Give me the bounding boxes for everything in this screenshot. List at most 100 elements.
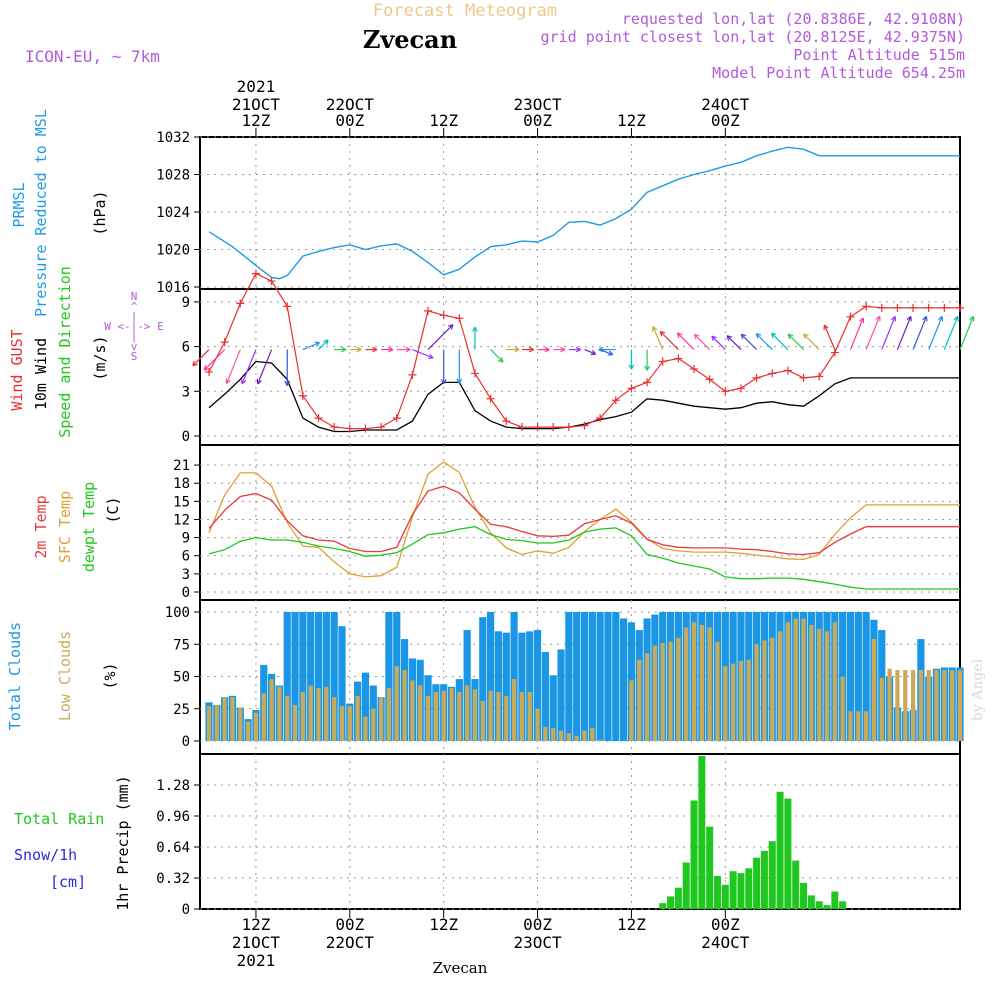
total-cloud-bar xyxy=(307,612,315,741)
gust-marker xyxy=(564,423,573,432)
gust-marker xyxy=(846,312,855,321)
low-cloud-bar xyxy=(347,706,352,741)
total-cloud-bar xyxy=(846,612,855,741)
wind-arrow xyxy=(257,349,273,385)
total-cloud-bar xyxy=(330,612,338,741)
rain-bar xyxy=(690,800,698,909)
sfc-temp-line xyxy=(208,461,960,578)
low-cloud-bar xyxy=(809,624,814,741)
bottom-year: 2021 xyxy=(237,951,276,970)
total-cloud-bar xyxy=(557,649,565,741)
bottom-hour-label: 00Z xyxy=(523,915,552,934)
y-tick-label: 75 xyxy=(173,637,190,653)
rain-bar xyxy=(839,901,847,909)
gust-marker xyxy=(877,303,886,312)
wind-arrow-head xyxy=(356,346,362,353)
rain-bar xyxy=(745,868,753,909)
y-tick-label: 21 xyxy=(173,458,190,474)
low-cloud-bar xyxy=(598,739,603,741)
gust-marker xyxy=(830,348,839,357)
low-cloud-bar xyxy=(394,666,399,741)
low-cloud-bar xyxy=(363,716,368,741)
wind-arrow-head xyxy=(256,378,262,385)
total-cloud-bar xyxy=(533,630,542,741)
compass-s: S xyxy=(131,350,138,363)
wind-arrow xyxy=(803,333,820,351)
y-tick-label: 6 xyxy=(182,340,190,356)
y-tick-label: 12 xyxy=(173,512,190,528)
gust-marker xyxy=(345,424,354,433)
wind-arrow-head xyxy=(906,315,912,322)
wind-arrow-head xyxy=(447,324,454,330)
low-cloud-bar xyxy=(738,661,744,741)
total-cloud-bar xyxy=(502,632,510,741)
wind-arrow-head xyxy=(440,379,447,385)
footer-location: Zvecan xyxy=(433,959,488,977)
wind-arrow-head xyxy=(787,333,794,340)
low-clouds-label: Low Clouds xyxy=(56,631,74,721)
wind-arrow-head xyxy=(405,346,411,353)
total-cloud-bar xyxy=(299,612,307,741)
gust-marker xyxy=(815,372,824,381)
low-cloud-bar xyxy=(504,695,509,741)
compass-bar-top: | xyxy=(131,310,138,323)
gust-marker xyxy=(267,277,276,286)
wind-direction-label: Speed and Direction xyxy=(56,266,74,438)
wind-arrow xyxy=(412,349,434,359)
low-cloud-bar xyxy=(895,670,900,741)
rain-bar xyxy=(776,791,784,909)
gust-marker xyxy=(690,364,699,373)
low-cloud-bar xyxy=(277,686,282,741)
rain-bar xyxy=(768,841,776,909)
snow-legend: Snow/1h xyxy=(14,846,77,864)
low-cloud-bar xyxy=(785,622,790,741)
total-cloud-bar xyxy=(385,612,393,741)
wind-arrow-head xyxy=(284,380,291,386)
precip-axis-label: 1hr Precip (mm) xyxy=(114,775,132,910)
gust-marker xyxy=(721,387,730,396)
compass-we: W <-|-> E xyxy=(104,320,164,333)
gust-marker xyxy=(658,357,667,366)
y-tick-label: 0 xyxy=(182,734,190,750)
bottom-hour-label: 12Z xyxy=(429,915,458,934)
temp-2m-line xyxy=(208,485,960,556)
gust-marker xyxy=(893,303,902,312)
rain-legend: Total Rain xyxy=(14,810,104,828)
total-cloud-bar xyxy=(283,612,291,741)
gust-marker xyxy=(502,417,511,426)
y-tick-label: 9 xyxy=(182,531,190,547)
low-cloud-bar xyxy=(910,670,916,741)
wind-arrow xyxy=(652,326,664,350)
low-cloud-bar xyxy=(425,695,431,741)
low-cloud-bar xyxy=(402,670,407,741)
low-cloud-bar xyxy=(457,691,462,741)
gust-marker xyxy=(251,269,260,278)
wind-arrow-head xyxy=(560,346,566,353)
low-cloud-bar xyxy=(527,691,532,741)
low-cloud-bar xyxy=(238,707,243,741)
wind-arrow-head xyxy=(922,315,928,322)
low-cloud-bar xyxy=(801,618,806,741)
low-cloud-bar xyxy=(449,688,454,741)
wind-arrow-head xyxy=(388,346,394,353)
wind-arrow xyxy=(849,317,864,350)
top-hour-label: 00Z xyxy=(711,111,740,130)
model-label: ICON-EU, ~ 7km xyxy=(25,47,160,66)
low-cloud-bar xyxy=(441,690,446,741)
watermark: by Angel xyxy=(970,658,986,721)
top-hour-label: 12Z xyxy=(429,111,458,130)
rain-bar xyxy=(698,755,706,909)
y-tick-label: 1020 xyxy=(156,243,190,259)
y-tick-label: 1.28 xyxy=(156,778,190,794)
y-tick-label: 0 xyxy=(182,585,190,601)
wind-arrow xyxy=(694,334,711,351)
low-cloud-bar xyxy=(261,693,266,741)
low-cloud-bar xyxy=(324,686,329,741)
y-tick-label: 25 xyxy=(173,702,190,718)
total-cloud-bar xyxy=(291,612,299,741)
total-cloud-bar xyxy=(510,612,518,741)
low-cloud-bar xyxy=(253,712,259,741)
total-cloud-bar xyxy=(612,612,620,741)
total-cloud-bar xyxy=(573,612,581,741)
rain-bar xyxy=(706,826,714,909)
